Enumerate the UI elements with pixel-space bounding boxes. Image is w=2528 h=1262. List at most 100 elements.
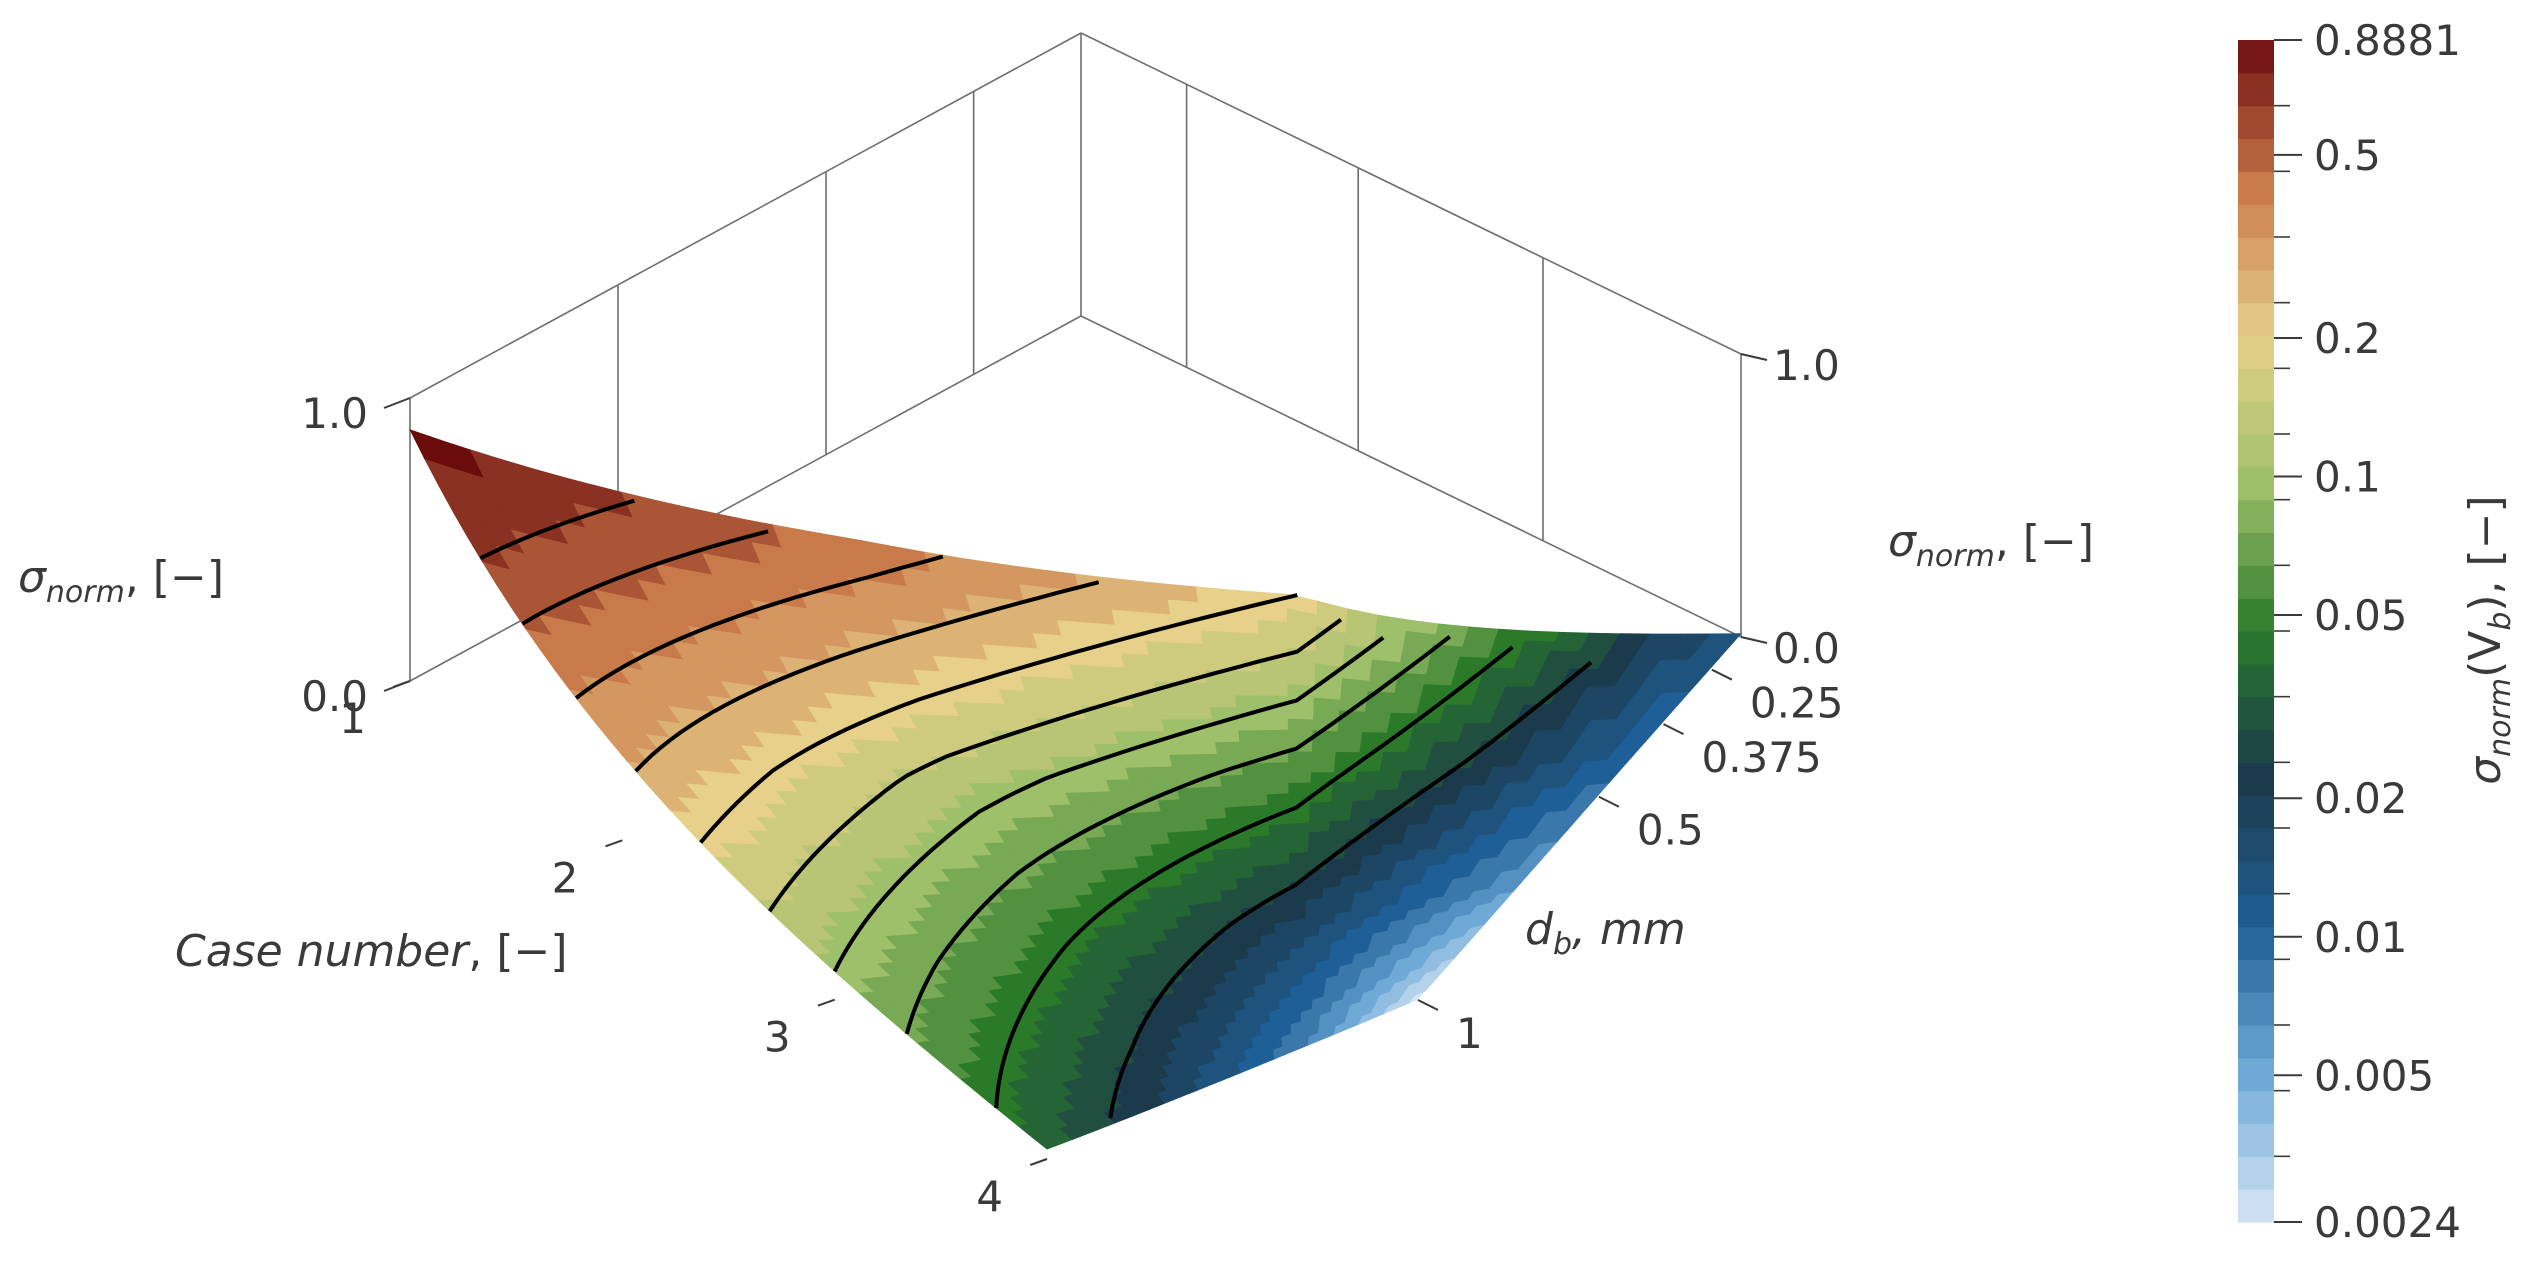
surface-cell bbox=[1353, 780, 1379, 792]
surface-cell bbox=[1329, 809, 1353, 822]
colorbar-band bbox=[2238, 1090, 2274, 1125]
surface-cell bbox=[1230, 644, 1261, 660]
surface-cell bbox=[1288, 781, 1312, 794]
surface-cell bbox=[1390, 702, 1420, 714]
surface-cell bbox=[1509, 667, 1543, 678]
surface-cell bbox=[1145, 640, 1178, 657]
colorbar-band bbox=[2238, 105, 2274, 140]
surface-cell bbox=[1371, 797, 1397, 810]
surface-cell bbox=[1146, 831, 1171, 845]
surface-cell bbox=[1497, 694, 1530, 705]
surface-cell bbox=[1456, 655, 1490, 668]
surface-cell bbox=[1200, 629, 1232, 646]
surface-cell bbox=[1180, 681, 1210, 696]
db-axis-label-unit: , mm bbox=[1572, 904, 1686, 955]
surface-cell bbox=[1351, 799, 1375, 811]
contour-line bbox=[574, 554, 944, 700]
colorbar-band bbox=[2238, 631, 2274, 665]
colorbar-tick-label: 0.5 bbox=[2314, 131, 2381, 180]
colorbar-band bbox=[2238, 598, 2274, 632]
db-tick-label: 0.375 bbox=[1701, 733, 1821, 782]
surface-cell bbox=[1110, 718, 1141, 732]
surface-cell bbox=[1411, 722, 1441, 733]
surface-cell bbox=[1288, 841, 1310, 854]
colorbar-band bbox=[2238, 959, 2274, 993]
contour-line bbox=[699, 593, 1298, 844]
colorbar-band bbox=[2238, 1189, 2274, 1223]
zright-tick bbox=[1740, 353, 1768, 361]
db-tick bbox=[1711, 668, 1733, 681]
surface-cell bbox=[1160, 809, 1186, 823]
surface-cell bbox=[1307, 839, 1329, 852]
surface-cell bbox=[1493, 703, 1526, 714]
surface-cell bbox=[1151, 776, 1178, 790]
colorbar-band bbox=[2238, 828, 2274, 862]
colorbar-title-mid: (V bbox=[2460, 631, 2511, 678]
colorbar-tick-label: 0.005 bbox=[2314, 1051, 2434, 1100]
surface-cell bbox=[1288, 771, 1312, 784]
surface-cell bbox=[1064, 730, 1095, 745]
case-tick-label: 4 bbox=[976, 1172, 1003, 1221]
colorbar-band bbox=[2238, 729, 2274, 763]
surface-cell bbox=[1032, 632, 1067, 651]
surface-cell bbox=[1397, 778, 1424, 790]
surface-cell bbox=[1327, 828, 1350, 841]
surface-cell bbox=[1365, 700, 1394, 713]
surface-cell bbox=[1541, 658, 1576, 669]
surface-cell bbox=[1073, 677, 1105, 694]
box-edge bbox=[1080, 315, 1742, 638]
surface-cell bbox=[1409, 731, 1438, 743]
surface-cell bbox=[1328, 819, 1351, 832]
surface-cell bbox=[1574, 650, 1611, 661]
zright-tick bbox=[1740, 636, 1768, 644]
surface-cell bbox=[1190, 741, 1218, 755]
surface-cell bbox=[1520, 639, 1556, 651]
surface-cell bbox=[1233, 682, 1263, 696]
colorbar-tick-label: 0.05 bbox=[2314, 591, 2408, 640]
colorbar-band bbox=[2238, 1025, 2274, 1059]
surface-cell bbox=[1078, 767, 1107, 781]
surface-cell bbox=[1392, 692, 1423, 704]
surface-cell bbox=[1184, 818, 1209, 832]
surface-cell bbox=[1263, 728, 1289, 742]
colorbar-band bbox=[2238, 335, 2274, 369]
surface-cell bbox=[1243, 783, 1268, 796]
surface-cell bbox=[1039, 730, 1071, 745]
surface-cell bbox=[1156, 693, 1186, 708]
db-tick-label: 0.5 bbox=[1637, 806, 1704, 855]
surface-cell bbox=[1237, 717, 1264, 731]
colorbar-tick-label: 0.8881 bbox=[2314, 16, 2461, 65]
surface-cell bbox=[1135, 718, 1165, 732]
surface-cell bbox=[1288, 761, 1313, 773]
surface-cell bbox=[1207, 681, 1236, 696]
colorbar-title-end: ), [−] bbox=[2460, 495, 2511, 611]
colorbar-band bbox=[2238, 532, 2274, 566]
surface-cell bbox=[1232, 670, 1262, 684]
zleft-tick bbox=[383, 680, 411, 692]
surface-cell bbox=[1169, 753, 1196, 767]
surface-cell bbox=[1334, 751, 1361, 763]
surface-cell bbox=[1311, 750, 1337, 763]
surface-cell bbox=[1309, 810, 1332, 823]
contour-line bbox=[994, 645, 1514, 1109]
zleft-tick-label: 0.0 bbox=[301, 672, 368, 721]
colorbar-band bbox=[2238, 992, 2274, 1026]
surface-cell bbox=[1464, 712, 1496, 724]
surface-cell bbox=[1381, 750, 1409, 762]
surface-cell bbox=[1406, 741, 1435, 752]
surface-cell bbox=[1196, 586, 1229, 605]
colorbar-band bbox=[2238, 1123, 2274, 1157]
surface-cell bbox=[1336, 730, 1364, 743]
zleft-tick bbox=[383, 397, 411, 409]
surface-cell bbox=[1257, 605, 1288, 622]
surface-cell bbox=[1287, 706, 1315, 720]
surface-cell bbox=[1242, 772, 1267, 786]
surface-cell bbox=[1069, 663, 1102, 680]
contour-line bbox=[521, 529, 769, 626]
surface-cell bbox=[1524, 630, 1561, 642]
colorbar-band bbox=[2238, 696, 2274, 731]
surface-cell bbox=[1337, 720, 1365, 733]
surface-cell bbox=[1041, 662, 1075, 679]
colorbar-band bbox=[2238, 1156, 2274, 1190]
